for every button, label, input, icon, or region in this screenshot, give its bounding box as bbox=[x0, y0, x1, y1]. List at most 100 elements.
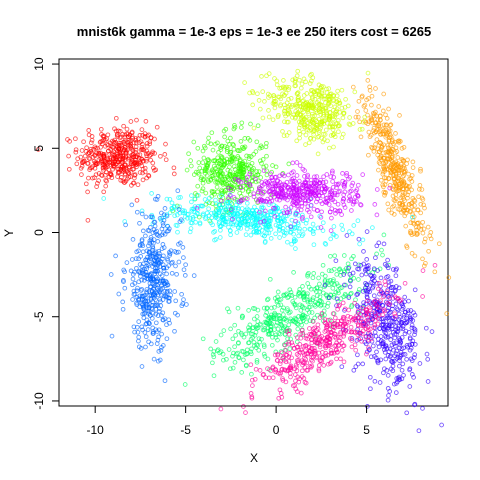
data-point-series-6 bbox=[160, 310, 166, 316]
data-point-series-2 bbox=[331, 144, 336, 150]
data-point-series-6 bbox=[142, 330, 148, 335]
data-point-series-0 bbox=[98, 144, 103, 150]
data-point-series-0 bbox=[132, 175, 137, 181]
data-point-series-5 bbox=[206, 213, 212, 219]
data-point-series-4 bbox=[239, 370, 245, 375]
data-point-series-5 bbox=[267, 224, 273, 230]
data-point-series-7 bbox=[394, 266, 399, 272]
data-point-series-1 bbox=[356, 98, 362, 104]
data-point-series-6 bbox=[164, 336, 170, 342]
data-point-series-0 bbox=[113, 140, 119, 145]
data-point-series-8 bbox=[306, 198, 311, 203]
data-point-series-1 bbox=[419, 187, 425, 192]
data-point-series-6 bbox=[136, 334, 142, 340]
data-point-series-4 bbox=[315, 302, 321, 307]
data-point-series-9 bbox=[243, 410, 248, 415]
data-point-series-6 bbox=[166, 250, 172, 255]
data-point-series-4 bbox=[308, 286, 314, 292]
data-point-series-9 bbox=[325, 361, 331, 367]
data-point-series-8 bbox=[267, 189, 272, 194]
data-point-series-7 bbox=[409, 322, 415, 328]
data-point-series-6 bbox=[176, 241, 181, 247]
data-point-series-5 bbox=[300, 231, 306, 237]
data-point-series-8 bbox=[323, 179, 329, 185]
data-point-series-7 bbox=[360, 289, 366, 294]
data-point-series-6 bbox=[155, 313, 161, 318]
data-point-series-3 bbox=[221, 128, 227, 134]
data-point-series-2 bbox=[309, 71, 314, 77]
data-point-series-6 bbox=[161, 230, 166, 236]
data-point-series-1 bbox=[418, 201, 424, 207]
data-point-series-2 bbox=[262, 99, 267, 104]
data-point-series-2 bbox=[260, 115, 266, 121]
data-point-series-7 bbox=[368, 272, 373, 278]
y-tick-label: -5 bbox=[32, 311, 46, 322]
data-point-series-1 bbox=[393, 196, 399, 202]
data-point-series-9 bbox=[378, 298, 383, 304]
data-point-series-9 bbox=[294, 358, 300, 363]
data-point-series-9 bbox=[286, 339, 292, 345]
data-point-series-0 bbox=[101, 189, 107, 195]
data-point-series-7 bbox=[368, 280, 374, 285]
data-point-series-4 bbox=[232, 322, 238, 328]
data-point-series-6 bbox=[130, 297, 135, 302]
data-point-series-5 bbox=[252, 216, 257, 222]
data-point-series-0 bbox=[81, 158, 87, 164]
data-point-series-3 bbox=[196, 160, 202, 165]
data-point-series-0 bbox=[82, 153, 88, 159]
data-point-series-3 bbox=[214, 184, 220, 190]
data-point-series-0 bbox=[144, 158, 149, 164]
data-point-series-9 bbox=[250, 383, 255, 388]
data-point-series-5 bbox=[239, 206, 245, 211]
data-point-series-1 bbox=[380, 126, 385, 132]
data-point-series-9 bbox=[301, 343, 306, 349]
data-point-series-4 bbox=[248, 331, 254, 337]
data-point-series-0 bbox=[123, 166, 129, 172]
data-point-series-6 bbox=[113, 253, 118, 259]
data-point-series-0 bbox=[124, 126, 130, 132]
data-point-series-4 bbox=[320, 262, 326, 268]
data-point-series-6 bbox=[145, 254, 150, 260]
data-point-series-6 bbox=[142, 293, 147, 298]
data-point-series-9 bbox=[302, 355, 307, 361]
data-point-series-1 bbox=[403, 223, 409, 229]
data-point-series-4 bbox=[288, 316, 293, 322]
data-point-series-1 bbox=[383, 159, 389, 165]
data-point-series-2 bbox=[321, 112, 327, 117]
data-point-series-6 bbox=[137, 220, 142, 226]
data-point-series-5 bbox=[199, 203, 205, 209]
data-point-series-2 bbox=[260, 89, 266, 94]
data-point-series-6 bbox=[157, 289, 163, 295]
data-point-series-0 bbox=[133, 154, 138, 160]
data-point-series-7 bbox=[397, 314, 403, 320]
data-point-series-6 bbox=[139, 277, 145, 283]
data-point-series-8 bbox=[256, 197, 262, 203]
data-point-series-6 bbox=[124, 260, 130, 265]
data-point-series-6 bbox=[164, 228, 170, 234]
data-point-series-5 bbox=[217, 207, 223, 213]
data-point-series-9 bbox=[354, 313, 359, 319]
data-point-series-3 bbox=[222, 161, 228, 167]
data-point-series-4 bbox=[293, 316, 299, 322]
data-point-series-9 bbox=[333, 331, 338, 337]
data-point-series-6 bbox=[162, 378, 168, 384]
data-point-series-3 bbox=[215, 180, 221, 186]
data-point-series-1 bbox=[371, 125, 377, 131]
data-point-series-0 bbox=[74, 161, 80, 167]
data-point-series-5 bbox=[213, 236, 219, 242]
data-point-series-5 bbox=[256, 230, 261, 235]
data-point-series-0 bbox=[163, 141, 168, 147]
data-point-series-1 bbox=[358, 134, 364, 140]
data-point-series-1 bbox=[383, 178, 389, 184]
data-point-series-2 bbox=[322, 106, 328, 111]
data-point-series-8 bbox=[290, 200, 295, 206]
data-point-series-1 bbox=[404, 186, 410, 192]
data-point-series-8 bbox=[282, 182, 288, 188]
data-point-series-1 bbox=[409, 187, 414, 193]
data-point-series-9 bbox=[298, 331, 304, 337]
data-point-series-9 bbox=[317, 315, 323, 320]
data-point-series-8 bbox=[258, 219, 263, 225]
data-point-series-0 bbox=[139, 163, 145, 169]
data-point-series-8 bbox=[261, 198, 266, 204]
data-point-series-6 bbox=[150, 325, 156, 331]
